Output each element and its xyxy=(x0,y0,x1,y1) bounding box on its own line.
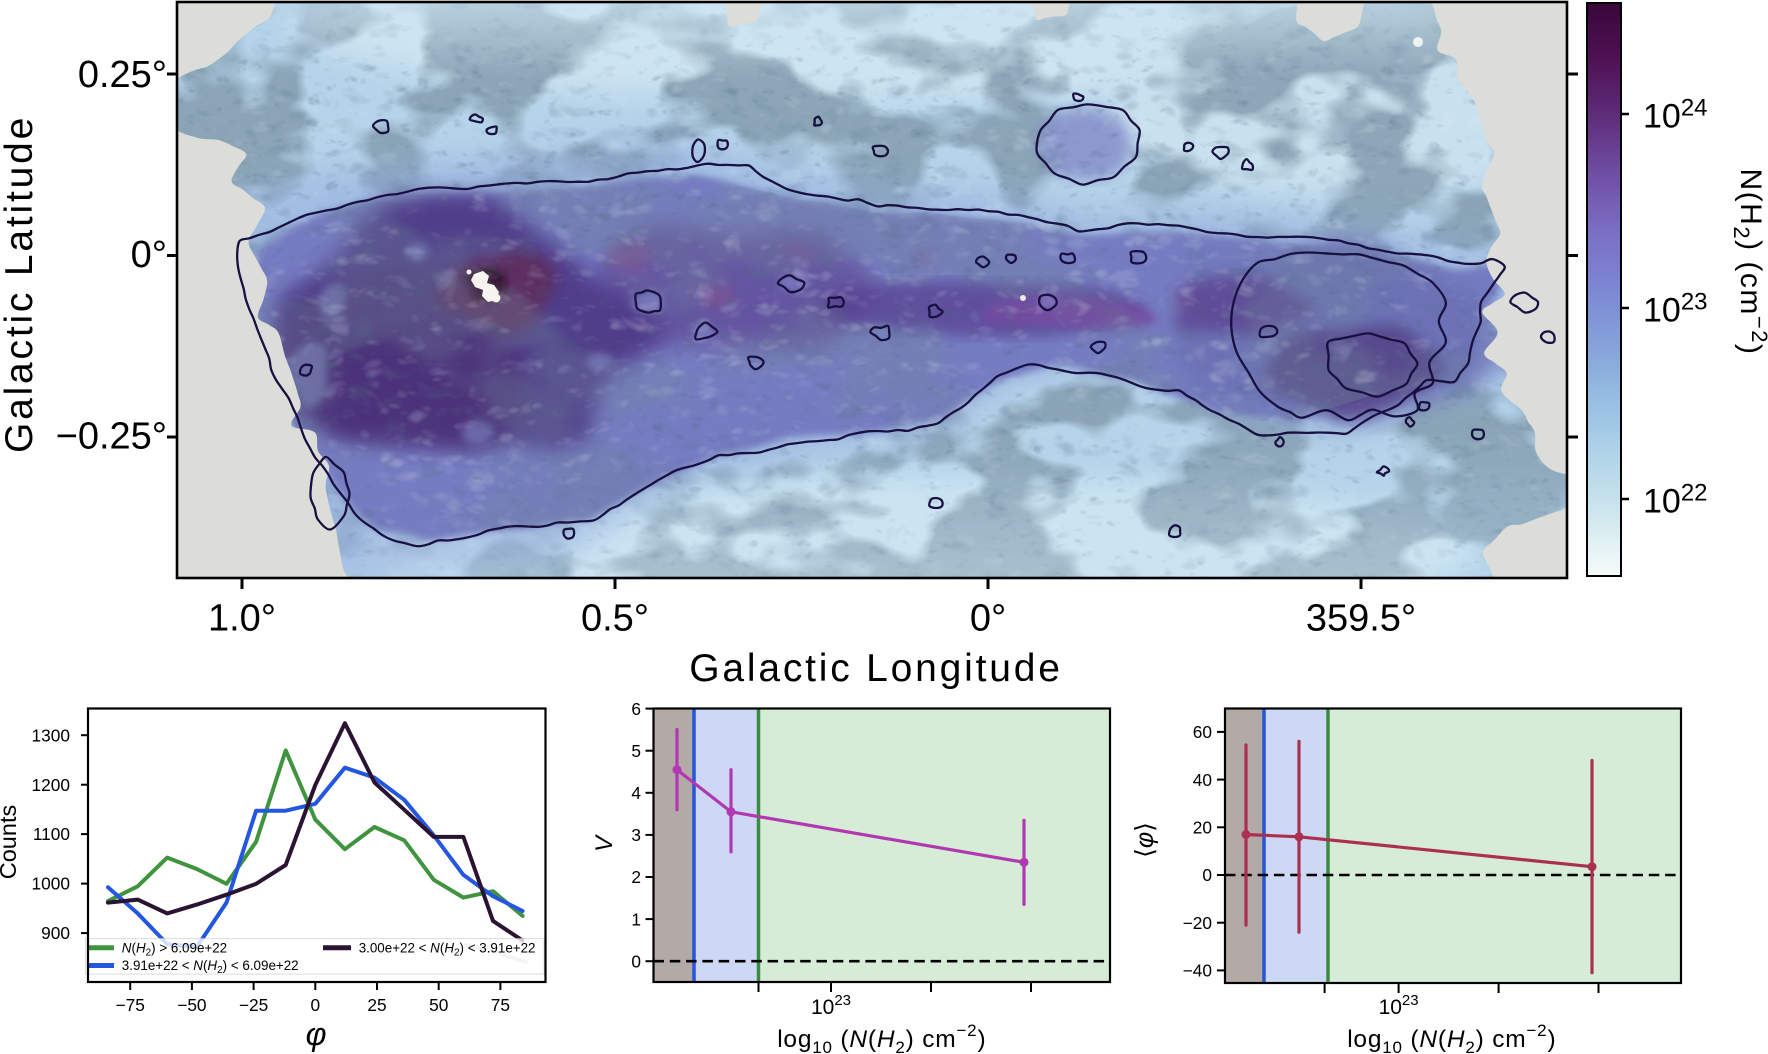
svg-text:−50: −50 xyxy=(177,995,206,1015)
svg-text:1022: 1022 xyxy=(1643,479,1708,520)
svg-text:5: 5 xyxy=(631,741,641,761)
svg-text:1100: 1100 xyxy=(33,824,70,844)
svg-text:1023: 1023 xyxy=(1643,288,1708,329)
svg-text:0: 0 xyxy=(631,951,641,971)
svg-text:⟨φ⟩: ⟨φ⟩ xyxy=(1131,822,1159,858)
svg-text:0°: 0° xyxy=(970,598,1006,640)
svg-text:0°: 0° xyxy=(131,234,167,276)
svg-text:75: 75 xyxy=(491,995,510,1015)
svg-text:0: 0 xyxy=(1202,865,1212,885)
svg-text:V: V xyxy=(591,834,618,852)
svg-text:−0.25°: −0.25° xyxy=(56,416,167,458)
svg-text:1: 1 xyxy=(631,909,641,929)
svg-text:40: 40 xyxy=(1193,770,1212,790)
svg-text:0: 0 xyxy=(310,995,320,1015)
svg-text:Galactic Longitude: Galactic Longitude xyxy=(689,647,1062,690)
svg-text:Galactic Latitude: Galactic Latitude xyxy=(0,115,41,453)
svg-text:0.25°: 0.25° xyxy=(78,54,167,96)
svg-text:−75: −75 xyxy=(116,995,145,1015)
svg-text:6: 6 xyxy=(631,699,641,719)
svg-text:Counts: Counts xyxy=(0,805,21,879)
svg-text:N(H2) (cm−2): N(H2) (cm−2) xyxy=(1729,169,1768,356)
svg-text:3.91e+22 < N(H2) < 6.09e+22: 3.91e+22 < N(H2) < 6.09e+22 xyxy=(122,958,299,976)
svg-text:−25: −25 xyxy=(239,995,268,1015)
svg-text:50: 50 xyxy=(429,995,448,1015)
svg-text:3: 3 xyxy=(631,825,641,845)
svg-text:1024: 1024 xyxy=(1643,94,1708,135)
svg-text:1023: 1023 xyxy=(811,992,851,1019)
svg-text:log10 (N(H2) cm−2): log10 (N(H2) cm−2) xyxy=(777,1021,986,1054)
svg-text:−40: −40 xyxy=(1183,961,1212,981)
svg-text:900: 900 xyxy=(41,923,70,943)
svg-text:25: 25 xyxy=(367,995,386,1015)
svg-text:2: 2 xyxy=(631,867,641,887)
svg-text:1023: 1023 xyxy=(1379,992,1419,1019)
svg-text:1000: 1000 xyxy=(32,874,70,894)
svg-text:1.0°: 1.0° xyxy=(208,598,276,640)
svg-text:0.5°: 0.5° xyxy=(581,598,649,640)
svg-text:log10 (N(H2) cm−2): log10 (N(H2) cm−2) xyxy=(1347,1021,1556,1054)
svg-text:3.00e+22 < N(H2) < 3.91e+22: 3.00e+22 < N(H2) < 3.91e+22 xyxy=(359,941,536,959)
svg-text:20: 20 xyxy=(1193,818,1212,838)
svg-text:4: 4 xyxy=(631,783,641,803)
svg-text:−20: −20 xyxy=(1183,913,1212,933)
svg-text:359.5°: 359.5° xyxy=(1306,598,1416,640)
svg-text:1300: 1300 xyxy=(32,725,70,745)
svg-text:φ: φ xyxy=(306,1016,327,1052)
svg-text:60: 60 xyxy=(1193,722,1212,742)
svg-text:1200: 1200 xyxy=(32,775,70,795)
